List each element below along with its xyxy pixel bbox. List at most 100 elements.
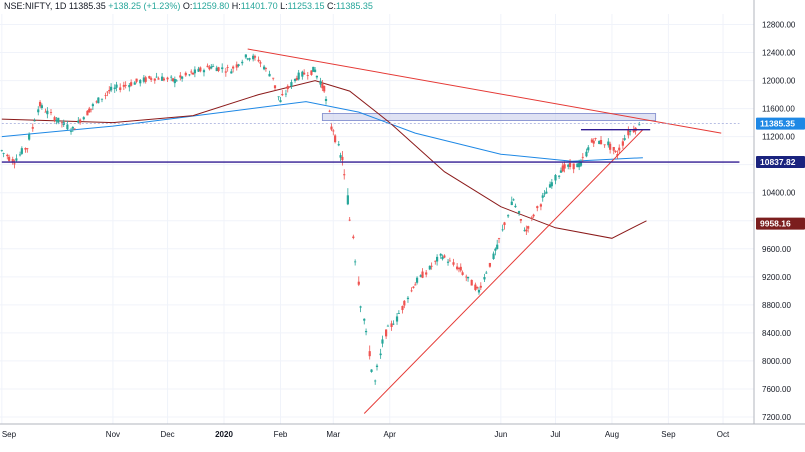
candle-body bbox=[514, 205, 517, 208]
candle-body bbox=[375, 365, 379, 368]
candle-body bbox=[310, 70, 313, 75]
candle-body bbox=[324, 99, 328, 102]
candle-body bbox=[370, 369, 373, 372]
candle-body bbox=[217, 67, 220, 71]
candle-body bbox=[171, 78, 175, 82]
candle-body bbox=[374, 380, 377, 382]
candle-body bbox=[523, 230, 526, 232]
candle-body bbox=[77, 120, 80, 123]
candle-body bbox=[277, 96, 280, 98]
candle-body bbox=[525, 229, 528, 232]
candle-body bbox=[465, 276, 468, 278]
candle-body bbox=[543, 193, 546, 195]
candle-body bbox=[279, 100, 282, 103]
candle-body bbox=[612, 147, 615, 151]
candle-body bbox=[262, 66, 266, 70]
candle-body bbox=[20, 148, 23, 154]
y-tick-label: 8000.00 bbox=[762, 357, 791, 366]
candle-body bbox=[100, 98, 104, 100]
candle-body bbox=[230, 71, 233, 74]
candle-body bbox=[181, 76, 184, 79]
candle-body bbox=[332, 130, 335, 132]
candle-body bbox=[563, 164, 566, 169]
close-label: C: bbox=[327, 1, 337, 11]
candle-body bbox=[572, 163, 575, 170]
high-label: H: bbox=[231, 1, 241, 11]
candle-body bbox=[579, 162, 583, 166]
candle-body bbox=[108, 89, 111, 92]
candle-body bbox=[18, 154, 22, 156]
last-price: 11385.35 bbox=[68, 1, 106, 11]
candle-body bbox=[122, 84, 125, 87]
candle-body bbox=[412, 286, 415, 288]
candle-body bbox=[519, 219, 522, 221]
candle-body bbox=[354, 261, 357, 263]
candle-body bbox=[237, 64, 240, 67]
candle-body bbox=[479, 285, 482, 288]
moving-average-line-1 bbox=[1, 101, 643, 162]
candle-body bbox=[621, 141, 624, 146]
candle-body bbox=[414, 284, 417, 286]
candle-body bbox=[561, 165, 564, 172]
candle-body bbox=[466, 276, 470, 279]
candle-body bbox=[295, 77, 298, 80]
candle-body bbox=[40, 105, 43, 109]
candle-body bbox=[115, 84, 118, 88]
candle-body bbox=[352, 236, 355, 238]
candle-body bbox=[312, 66, 315, 72]
candle-body bbox=[199, 67, 202, 72]
candle-body bbox=[142, 77, 145, 82]
candle-body bbox=[503, 222, 506, 226]
candle-body bbox=[598, 140, 601, 144]
candle-body bbox=[286, 85, 289, 90]
candle-body bbox=[15, 158, 18, 161]
candle-body bbox=[419, 275, 422, 277]
y-tick-label: 9600.00 bbox=[762, 245, 791, 254]
candle-body bbox=[415, 277, 419, 283]
candle-body bbox=[434, 260, 437, 262]
candle-body bbox=[37, 109, 40, 113]
candle-body bbox=[425, 272, 428, 275]
x-tick-label: Aug bbox=[605, 430, 619, 439]
candle-body bbox=[259, 62, 262, 64]
candle-body bbox=[166, 77, 169, 80]
candle-body bbox=[293, 78, 297, 81]
x-tick-label: Sep bbox=[2, 430, 17, 439]
candle-body bbox=[232, 66, 235, 69]
candle-body bbox=[385, 329, 388, 337]
candle-body bbox=[173, 79, 176, 84]
candle-body bbox=[614, 150, 617, 152]
candle-body bbox=[476, 286, 479, 289]
y-tick-label: 11200.00 bbox=[762, 133, 795, 142]
candle-body bbox=[46, 110, 49, 115]
low-value: 11253.15 bbox=[287, 1, 325, 11]
candle-body bbox=[150, 78, 153, 80]
x-tick-label: 2020 bbox=[215, 430, 233, 439]
candle-body bbox=[2, 153, 5, 154]
price-label-box-3 bbox=[756, 217, 805, 230]
candle-body bbox=[330, 126, 333, 130]
candle-body bbox=[585, 151, 588, 157]
candle-body bbox=[268, 73, 271, 77]
candle-body bbox=[581, 156, 584, 158]
candle-body bbox=[568, 163, 572, 168]
candle-body bbox=[86, 110, 89, 116]
candle-body bbox=[474, 284, 477, 290]
candle-body bbox=[6, 154, 9, 157]
candle-body bbox=[49, 112, 53, 113]
candle-body bbox=[517, 211, 521, 214]
price-label-1: 11385.35 bbox=[760, 119, 795, 129]
candle-body bbox=[190, 71, 193, 73]
symbol-label[interactable]: NSE:NIFTY, 1D bbox=[4, 1, 67, 11]
candle-body bbox=[273, 85, 277, 89]
candle-body bbox=[157, 78, 160, 80]
candle-body bbox=[284, 93, 288, 95]
y-tick-label: 11600.00 bbox=[762, 105, 795, 114]
y-tick-label: 7600.00 bbox=[762, 385, 791, 394]
candle-body bbox=[459, 266, 462, 271]
candle-body bbox=[448, 260, 451, 262]
candle-body bbox=[246, 58, 249, 60]
candle-body bbox=[69, 130, 73, 132]
candle-body bbox=[548, 184, 552, 188]
